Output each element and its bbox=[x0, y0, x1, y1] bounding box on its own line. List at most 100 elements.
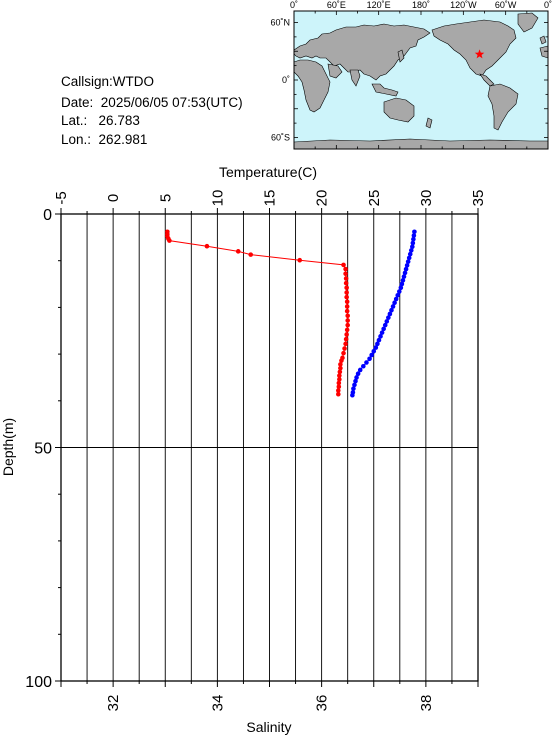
data-point bbox=[204, 243, 210, 249]
data-point bbox=[396, 289, 402, 294]
temperature-series bbox=[165, 229, 350, 397]
data-point bbox=[344, 304, 350, 309]
data-point bbox=[344, 285, 349, 291]
data-point bbox=[342, 346, 347, 351]
data-point bbox=[364, 360, 369, 365]
data-point bbox=[386, 315, 391, 320]
salinity-axis: 32 34 36 38 bbox=[60, 681, 479, 712]
depth-axis: 0 50 100 bbox=[25, 207, 61, 691]
data-point bbox=[405, 259, 411, 264]
data-point bbox=[382, 322, 388, 328]
temperature-tick-label: 20 bbox=[314, 190, 331, 207]
map-lon-label: 120˚W bbox=[450, 0, 477, 10]
station-date: Date: 2025/06/05 07:53(UTC) bbox=[61, 96, 243, 110]
temperature-tick-label: 25 bbox=[366, 190, 383, 207]
data-point bbox=[350, 392, 355, 398]
data-point bbox=[371, 348, 377, 354]
data-point bbox=[297, 257, 303, 263]
data-point bbox=[343, 266, 348, 272]
data-point bbox=[393, 296, 399, 302]
data-point bbox=[412, 229, 417, 235]
data-point bbox=[351, 386, 356, 391]
data-point bbox=[345, 318, 350, 323]
lon-label: Lon.: bbox=[61, 132, 92, 147]
map-lon-label: 120˚E bbox=[367, 0, 391, 10]
data-point bbox=[344, 299, 350, 305]
series-line bbox=[166, 231, 349, 395]
temperature-tick-label: -5 bbox=[53, 191, 70, 204]
map-lon-label: 0˚ bbox=[290, 0, 298, 10]
data-point bbox=[338, 362, 343, 367]
map-lat-label: 60˚S bbox=[271, 133, 290, 143]
data-point bbox=[411, 236, 416, 242]
land-new-zealand bbox=[425, 117, 433, 129]
location-map: 0˚ 60˚E 120˚E 180˚ 120˚W 60˚W 0˚ 60˚N0˚60˚S bbox=[270, 0, 552, 150]
data-point bbox=[336, 380, 342, 386]
temperature-tick-label: 0 bbox=[105, 194, 122, 202]
callsign-value: WTDO bbox=[112, 74, 155, 89]
salinity-tick-label: 34 bbox=[209, 695, 226, 712]
land-south-america bbox=[487, 83, 519, 131]
land-greenland bbox=[517, 12, 539, 33]
data-point bbox=[411, 233, 417, 238]
map-lat-label: 0˚ bbox=[282, 75, 290, 85]
data-point bbox=[345, 322, 350, 328]
data-point bbox=[407, 251, 413, 257]
data-point bbox=[344, 308, 350, 314]
data-point bbox=[355, 371, 361, 377]
map-lon-label: 180˚ bbox=[412, 0, 430, 10]
station-marker-star bbox=[474, 49, 485, 59]
map-lon-labels: 0˚ 60˚E 120˚E 180˚ 120˚W 60˚W 0˚ bbox=[290, 0, 552, 10]
lat-value: 26.783 bbox=[98, 113, 140, 128]
data-point bbox=[408, 248, 414, 253]
data-point bbox=[389, 307, 394, 313]
data-point bbox=[387, 311, 393, 317]
data-point bbox=[379, 330, 385, 335]
map-lat-labels: 60˚N 0˚ 60˚S bbox=[270, 18, 290, 143]
map-lon-label: 60˚E bbox=[327, 0, 346, 10]
data-point bbox=[343, 280, 349, 286]
station-lat: Lat.: 26.783 bbox=[61, 114, 140, 128]
land-indonesia bbox=[371, 83, 399, 97]
data-point bbox=[343, 276, 349, 281]
data-point bbox=[373, 345, 379, 350]
data-point bbox=[344, 327, 350, 333]
data-point bbox=[352, 382, 357, 388]
callsign-label: Callsign: bbox=[61, 74, 113, 89]
map-lon-label: 0˚ bbox=[544, 0, 552, 10]
data-point bbox=[345, 313, 350, 319]
land-eurasia bbox=[293, 23, 431, 81]
data-point bbox=[341, 350, 346, 356]
data-point bbox=[361, 363, 366, 369]
depth-tick-label: 100 bbox=[25, 674, 52, 691]
data-point bbox=[337, 369, 343, 375]
depth-axis-title: Depth(m) bbox=[0, 418, 16, 476]
data-point bbox=[376, 337, 382, 343]
data-point bbox=[375, 341, 380, 347]
land-north-america bbox=[431, 19, 517, 77]
station-lon: Lon.: 262.981 bbox=[61, 133, 147, 147]
data-point bbox=[400, 278, 406, 283]
salinity-series bbox=[350, 229, 417, 398]
date-label: Date: bbox=[61, 95, 94, 110]
data-point bbox=[336, 384, 342, 390]
data-point bbox=[343, 271, 348, 277]
data-point bbox=[399, 281, 405, 287]
data-point bbox=[353, 378, 358, 384]
data-point bbox=[338, 365, 343, 371]
salinity-tick-label: 38 bbox=[418, 695, 435, 712]
data-point bbox=[167, 238, 172, 243]
data-point bbox=[344, 290, 349, 295]
data-point bbox=[336, 391, 341, 397]
lat-label: Lat.: bbox=[61, 113, 88, 128]
station-callsign: Callsign:WTDO bbox=[61, 75, 154, 89]
temperature-axis-title: Temperature(C) bbox=[219, 164, 317, 180]
salinity-axis-title: Salinity bbox=[246, 719, 291, 735]
map-land bbox=[293, 12, 549, 150]
depth-tick-label: 50 bbox=[34, 441, 52, 458]
land-britain bbox=[539, 35, 547, 45]
temperature-tick-label: 10 bbox=[209, 190, 226, 207]
data-point bbox=[344, 332, 349, 337]
data-point bbox=[381, 326, 386, 332]
